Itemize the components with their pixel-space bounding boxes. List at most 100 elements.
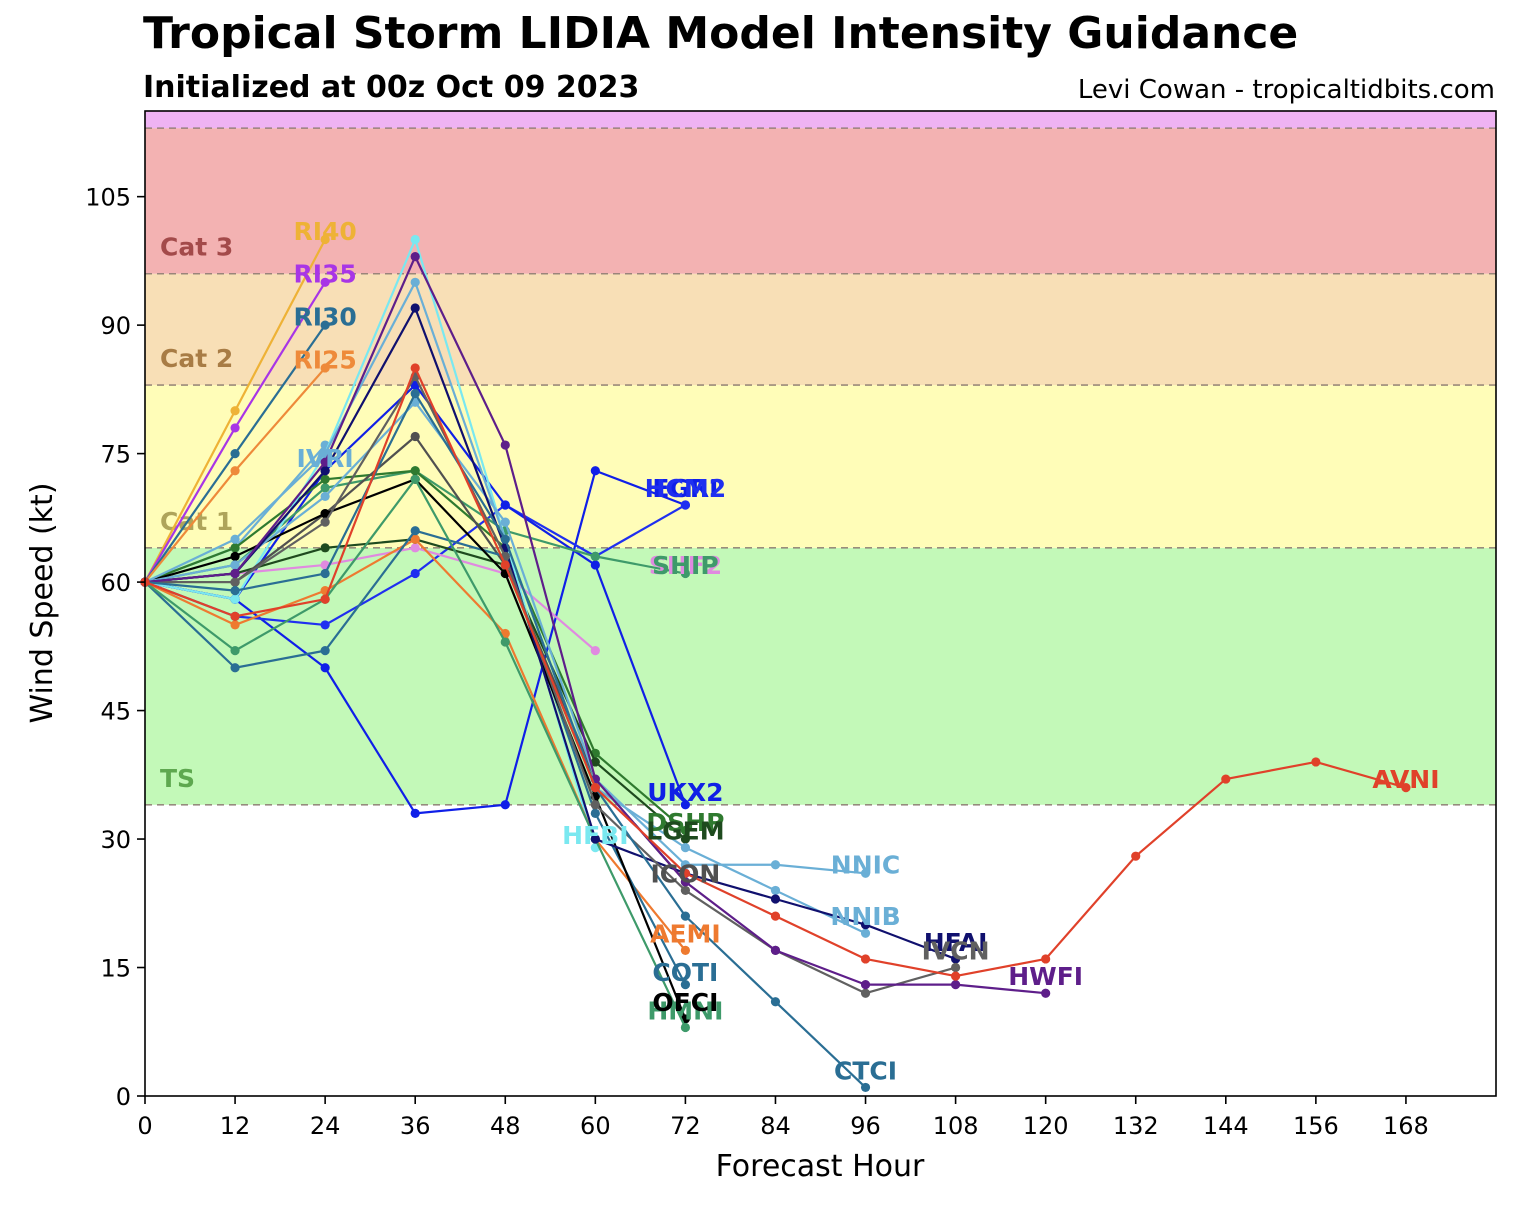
data-point-coti <box>410 526 420 536</box>
data-point-ship <box>590 551 600 561</box>
data-point-avni <box>1041 954 1051 964</box>
data-point-avni <box>951 971 961 981</box>
series-label-ivri: IVRI <box>297 444 354 473</box>
chart-title: Tropical Storm LIDIA Model Intensity Gui… <box>143 8 1299 59</box>
x-tick-label: 168 <box>1383 1112 1429 1140</box>
x-tick-label: 96 <box>850 1112 881 1140</box>
chart-subtitle: Initialized at 00z Oct 09 2023 <box>143 70 640 105</box>
data-point-ctci <box>230 586 240 596</box>
data-point-avni <box>1311 757 1321 767</box>
data-point-hfai <box>320 466 330 476</box>
data-point-hfai <box>860 920 871 930</box>
data-point-hfbi <box>410 234 420 245</box>
x-tick-label: 144 <box>1203 1112 1249 1140</box>
data-point-hwfi <box>860 980 871 990</box>
data-point-ivcn <box>590 800 600 810</box>
model-lines <box>140 234 1411 1093</box>
data-point-avni <box>410 363 420 373</box>
series-label-nnic: NNIC <box>831 851 901 880</box>
data-point-ri25 <box>320 363 330 373</box>
data-point-ivcn <box>320 517 330 527</box>
data-point-ri30 <box>320 320 330 330</box>
plot-frame <box>144 110 1497 1097</box>
data-point-nnib <box>860 928 871 938</box>
series-label-hcm2: HCM2 <box>645 474 727 503</box>
band-cat-1 <box>145 385 1496 548</box>
data-point-hwfi <box>230 568 240 579</box>
data-point-egri <box>320 663 330 673</box>
series-line-ivcn <box>145 375 956 995</box>
y-tick-label: 0 <box>116 1083 131 1111</box>
series-label-ri25: RI25 <box>293 345 356 374</box>
data-point-avni <box>860 954 871 964</box>
data-point-nnic <box>230 560 240 570</box>
data-point-ctci <box>410 389 420 399</box>
data-point-hfai <box>410 303 420 313</box>
data-point-avni <box>680 868 691 878</box>
data-point-ri30 <box>230 449 240 459</box>
data-point-hmni <box>230 646 240 656</box>
series-label-ivcn: IVCN <box>922 936 990 965</box>
series-label-shf2: SHF2 <box>649 551 722 580</box>
data-point-aemi <box>410 534 420 544</box>
x-tick-label: 0 <box>137 1112 152 1140</box>
data-point-lgem <box>320 543 330 553</box>
series-label-ri40: RI40 <box>293 217 356 246</box>
data-point-hcm2 <box>320 620 330 630</box>
data-point-ctci <box>500 534 510 544</box>
data-point-nnic <box>680 860 691 870</box>
data-point-dshp <box>410 466 420 476</box>
data-point-ri35 <box>320 277 330 287</box>
series-line-hfbi <box>144 238 597 848</box>
series-label-aemi: AEMI <box>650 919 721 948</box>
series-label-lgem: LGEM <box>646 816 724 845</box>
data-point-nnic <box>320 491 330 502</box>
series-label-hfbi: HFBI <box>562 821 628 850</box>
data-point-hmni <box>680 1022 691 1033</box>
data-point-avni <box>770 911 781 921</box>
data-point-ctci <box>680 911 691 921</box>
data-point-ivcn <box>230 577 240 587</box>
data-point-coti <box>680 980 691 990</box>
series-label-ri35: RI35 <box>293 260 356 289</box>
data-point-icon <box>410 431 420 442</box>
data-point-ri40 <box>230 406 240 416</box>
data-point-avni <box>1401 783 1411 793</box>
data-point-coti <box>590 808 600 818</box>
data-point-hcm2 <box>410 568 420 579</box>
data-point-nnib <box>230 534 240 544</box>
data-point-ri40 <box>320 234 330 245</box>
data-point-egri <box>500 800 510 810</box>
data-point-nnib <box>680 843 691 853</box>
data-point-lgem <box>590 757 600 767</box>
x-tick-label: 132 <box>1113 1112 1159 1140</box>
x-tick-label: 72 <box>670 1112 701 1140</box>
band-label: TS <box>160 764 195 793</box>
x-tick-label: 108 <box>933 1112 979 1140</box>
data-point-hmni <box>500 637 510 647</box>
data-point-hwfi <box>1041 988 1051 998</box>
data-point-hwfi <box>770 945 781 955</box>
series-label-hmni: HMNI <box>647 996 723 1025</box>
x-tick-label: 48 <box>490 1112 521 1140</box>
y-tick-label: 45 <box>100 698 131 726</box>
data-point-nnib <box>410 277 420 287</box>
data-point-ivcn <box>951 962 961 973</box>
data-point-shf2 <box>590 646 600 656</box>
series-label-hwfi: HWFI <box>1008 962 1083 991</box>
series-line-hfai <box>144 306 956 960</box>
data-point-dshp <box>320 474 330 484</box>
data-point-dshp <box>230 543 240 553</box>
data-point-nnib <box>770 885 781 896</box>
data-point-hcm2 <box>680 500 691 510</box>
data-point-ctci <box>320 568 330 579</box>
series-label-egri: EGRI <box>652 474 718 503</box>
data-point-avni <box>500 560 510 570</box>
band-cat4 <box>145 111 1496 129</box>
data-point-avni <box>1221 774 1231 784</box>
y-axis-label: Wind Speed (kt) <box>25 482 60 723</box>
band-label: Cat 2 <box>160 344 233 373</box>
x-tick-label: 156 <box>1293 1112 1339 1140</box>
y-tick-label: 75 <box>100 441 131 469</box>
